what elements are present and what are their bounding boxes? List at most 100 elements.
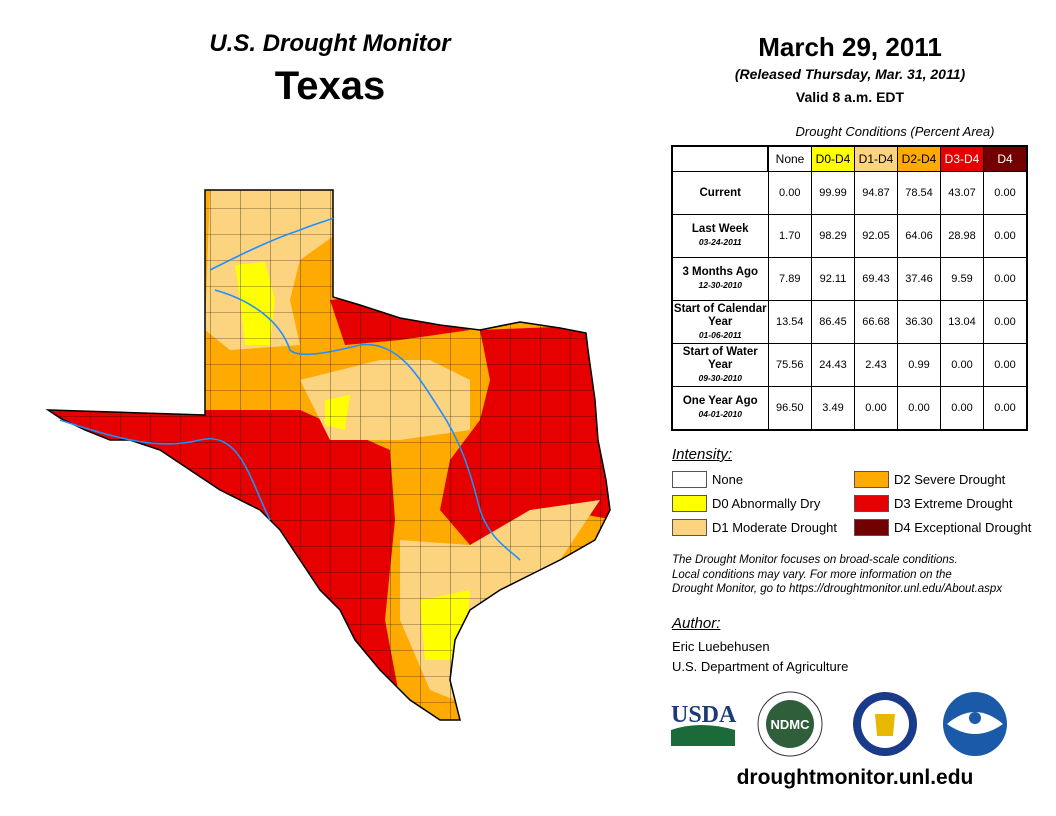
row-label-text: One Year Ago xyxy=(682,395,758,407)
table-row: Start of Water Year 09-30-2010 75.56 24.43 2… xyxy=(671,343,1028,387)
table-cell: 9.59 xyxy=(940,257,984,301)
legend-label: D1 Moderate Drought xyxy=(712,520,838,535)
row-label: One Year Ago 04-01-2010 xyxy=(671,386,769,431)
county-lines xyxy=(48,190,610,720)
legend-label: D0 Abnormally Dry xyxy=(712,496,821,511)
table-cell: 1.70 xyxy=(767,214,812,258)
col-header-none: None xyxy=(767,145,812,172)
col-header-d3-d4: D3-D4 xyxy=(940,145,984,172)
col-header-d2-d4: D2-D4 xyxy=(897,145,941,172)
row-date: 03-24-2011 xyxy=(698,237,742,247)
release-date: (Released Thursday, Mar. 31, 2011) xyxy=(734,66,966,82)
row-date: 09-30-2010 xyxy=(698,372,742,383)
ndmc-logo: NDMC xyxy=(757,691,823,757)
row-label: 3 Months Ago 12-30-2010 xyxy=(671,257,769,301)
table-row: Current 0.00 99.99 94.87 78.54 43.07 0.00 xyxy=(671,171,1028,215)
table-row: Start of Calendar Year 01-06-2011 13.54 86.… xyxy=(671,300,1028,344)
table-cell: 43.07 xyxy=(940,171,984,215)
row-date: 12-30-2010 xyxy=(698,280,742,290)
row-date: 01-06-2011 xyxy=(698,329,742,340)
table-cell: 13.54 xyxy=(767,300,812,344)
table-cell: 66.68 xyxy=(854,300,898,344)
table-cell: 64.06 xyxy=(897,214,941,258)
texas-drought-map xyxy=(47,189,611,721)
table-cell: 13.04 xyxy=(940,300,984,344)
table-cell: 2.43 xyxy=(854,343,898,387)
table-cell: 36.30 xyxy=(897,300,941,344)
drought-conditions-table: None D0-D4 D1-D4 D2-D4 D3-D4 D4 Current 0… xyxy=(671,145,1028,431)
table-cell: 0.00 xyxy=(983,343,1028,387)
commerce-logo xyxy=(853,692,917,756)
table-cell: 0.00 xyxy=(983,257,1028,301)
author-title: Author: xyxy=(672,615,721,632)
usda-logo: USDA xyxy=(671,702,737,746)
table-cell: 78.54 xyxy=(897,171,941,215)
table-cell: 96.50 xyxy=(767,386,812,431)
table-row: One Year Ago 04-01-2010 96.50 3.49 0.00 0.00 0… xyxy=(671,386,1028,431)
author-name: Eric Luebehusen xyxy=(672,639,770,654)
table-cell: 0.00 xyxy=(897,386,941,431)
table-cell: 24.43 xyxy=(811,343,855,387)
row-label-text: Start of Water Year xyxy=(682,345,758,371)
row-label-text: Start of Calendar Year xyxy=(673,302,767,328)
map-date: March 29, 2011 xyxy=(758,32,942,62)
svg-text:NDMC: NDMC xyxy=(771,717,811,732)
legend-label: None xyxy=(712,472,744,487)
legend-label: D4 Exceptional Drought xyxy=(894,520,1032,535)
author-info: Eric Luebehusen U.S. Department of Agric… xyxy=(672,637,848,677)
table-cell: 0.00 xyxy=(940,343,984,387)
col-header-d4: D4 xyxy=(983,145,1028,172)
author-org: U.S. Department of Agriculture xyxy=(672,659,849,674)
table-cell: 28.98 xyxy=(940,214,984,258)
row-label-text: 3 Months Ago xyxy=(682,266,759,278)
table-cell: 92.05 xyxy=(854,214,898,258)
table-cell: 86.45 xyxy=(811,300,855,344)
legend-swatch xyxy=(672,519,707,536)
legend-swatch xyxy=(854,519,889,536)
table-cell: 98.29 xyxy=(811,214,855,258)
table-cell: 0.99 xyxy=(897,343,941,387)
legend-label: D3 Extreme Drought xyxy=(894,496,1013,511)
row-label: Last Week 03-24-2011 xyxy=(671,214,769,258)
table-cell: 75.56 xyxy=(767,343,812,387)
table-row: 3 Months Ago 12-30-2010 7.89 92.11 69.43 37.4… xyxy=(671,257,1028,301)
agency-logos: USDA NDMC xyxy=(671,691,1007,757)
table-cell: 69.43 xyxy=(854,257,898,301)
disclaimer: The Drought Monitor focuses on broad-sca… xyxy=(672,553,1002,597)
table-cell: 0.00 xyxy=(983,171,1028,215)
valid-time: Valid 8 a.m. EDT xyxy=(795,89,905,105)
table-cell: 0.00 xyxy=(854,386,898,431)
table-cell: 0.00 xyxy=(983,386,1028,431)
note-line: Local conditions may vary. For more info… xyxy=(672,568,952,581)
table-cell: 3.49 xyxy=(811,386,855,431)
table-cell: 0.00 xyxy=(983,300,1028,344)
website-url[interactable]: droughtmonitor.unl.edu xyxy=(736,766,974,789)
table-cell: 0.00 xyxy=(767,171,812,215)
table-cell: 37.46 xyxy=(897,257,941,301)
row-label-text: Last Week xyxy=(691,223,749,235)
row-label: Current xyxy=(671,171,769,215)
legend-title: Intensity: xyxy=(672,446,733,463)
legend-swatch xyxy=(672,495,707,512)
table-cell: 92.11 xyxy=(811,257,855,301)
state-name: Texas xyxy=(274,64,386,108)
legend-swatch xyxy=(854,495,889,512)
row-label: Start of Water Year 09-30-2010 xyxy=(671,343,769,387)
row-label: Start of Calendar Year 01-06-2011 xyxy=(671,300,769,344)
legend-label: D2 Severe Drought xyxy=(894,472,1006,487)
legend-swatch xyxy=(672,471,707,488)
legend-swatch xyxy=(854,471,889,488)
note-line: The Drought Monitor focuses on broad-sca… xyxy=(672,554,958,566)
col-header-d1-d4: D1-D4 xyxy=(854,145,898,172)
table-row: Last Week 03-24-2011 1.70 98.29 92.05 64.06 28… xyxy=(671,214,1028,258)
table-cell: 94.87 xyxy=(854,171,898,215)
svg-text:USDA: USDA xyxy=(671,702,737,728)
row-date: 04-01-2010 xyxy=(698,409,742,419)
row-label-text: Current xyxy=(699,186,742,199)
map-title: U.S. Drought Monitor xyxy=(209,30,451,57)
table-cell: 0.00 xyxy=(983,214,1028,258)
table-cell: 0.00 xyxy=(940,386,984,431)
table-cell: 99.99 xyxy=(811,171,855,215)
table-caption: Drought Conditions (Percent Area) xyxy=(795,124,995,139)
col-header-d0-d4: D0-D4 xyxy=(811,145,855,172)
